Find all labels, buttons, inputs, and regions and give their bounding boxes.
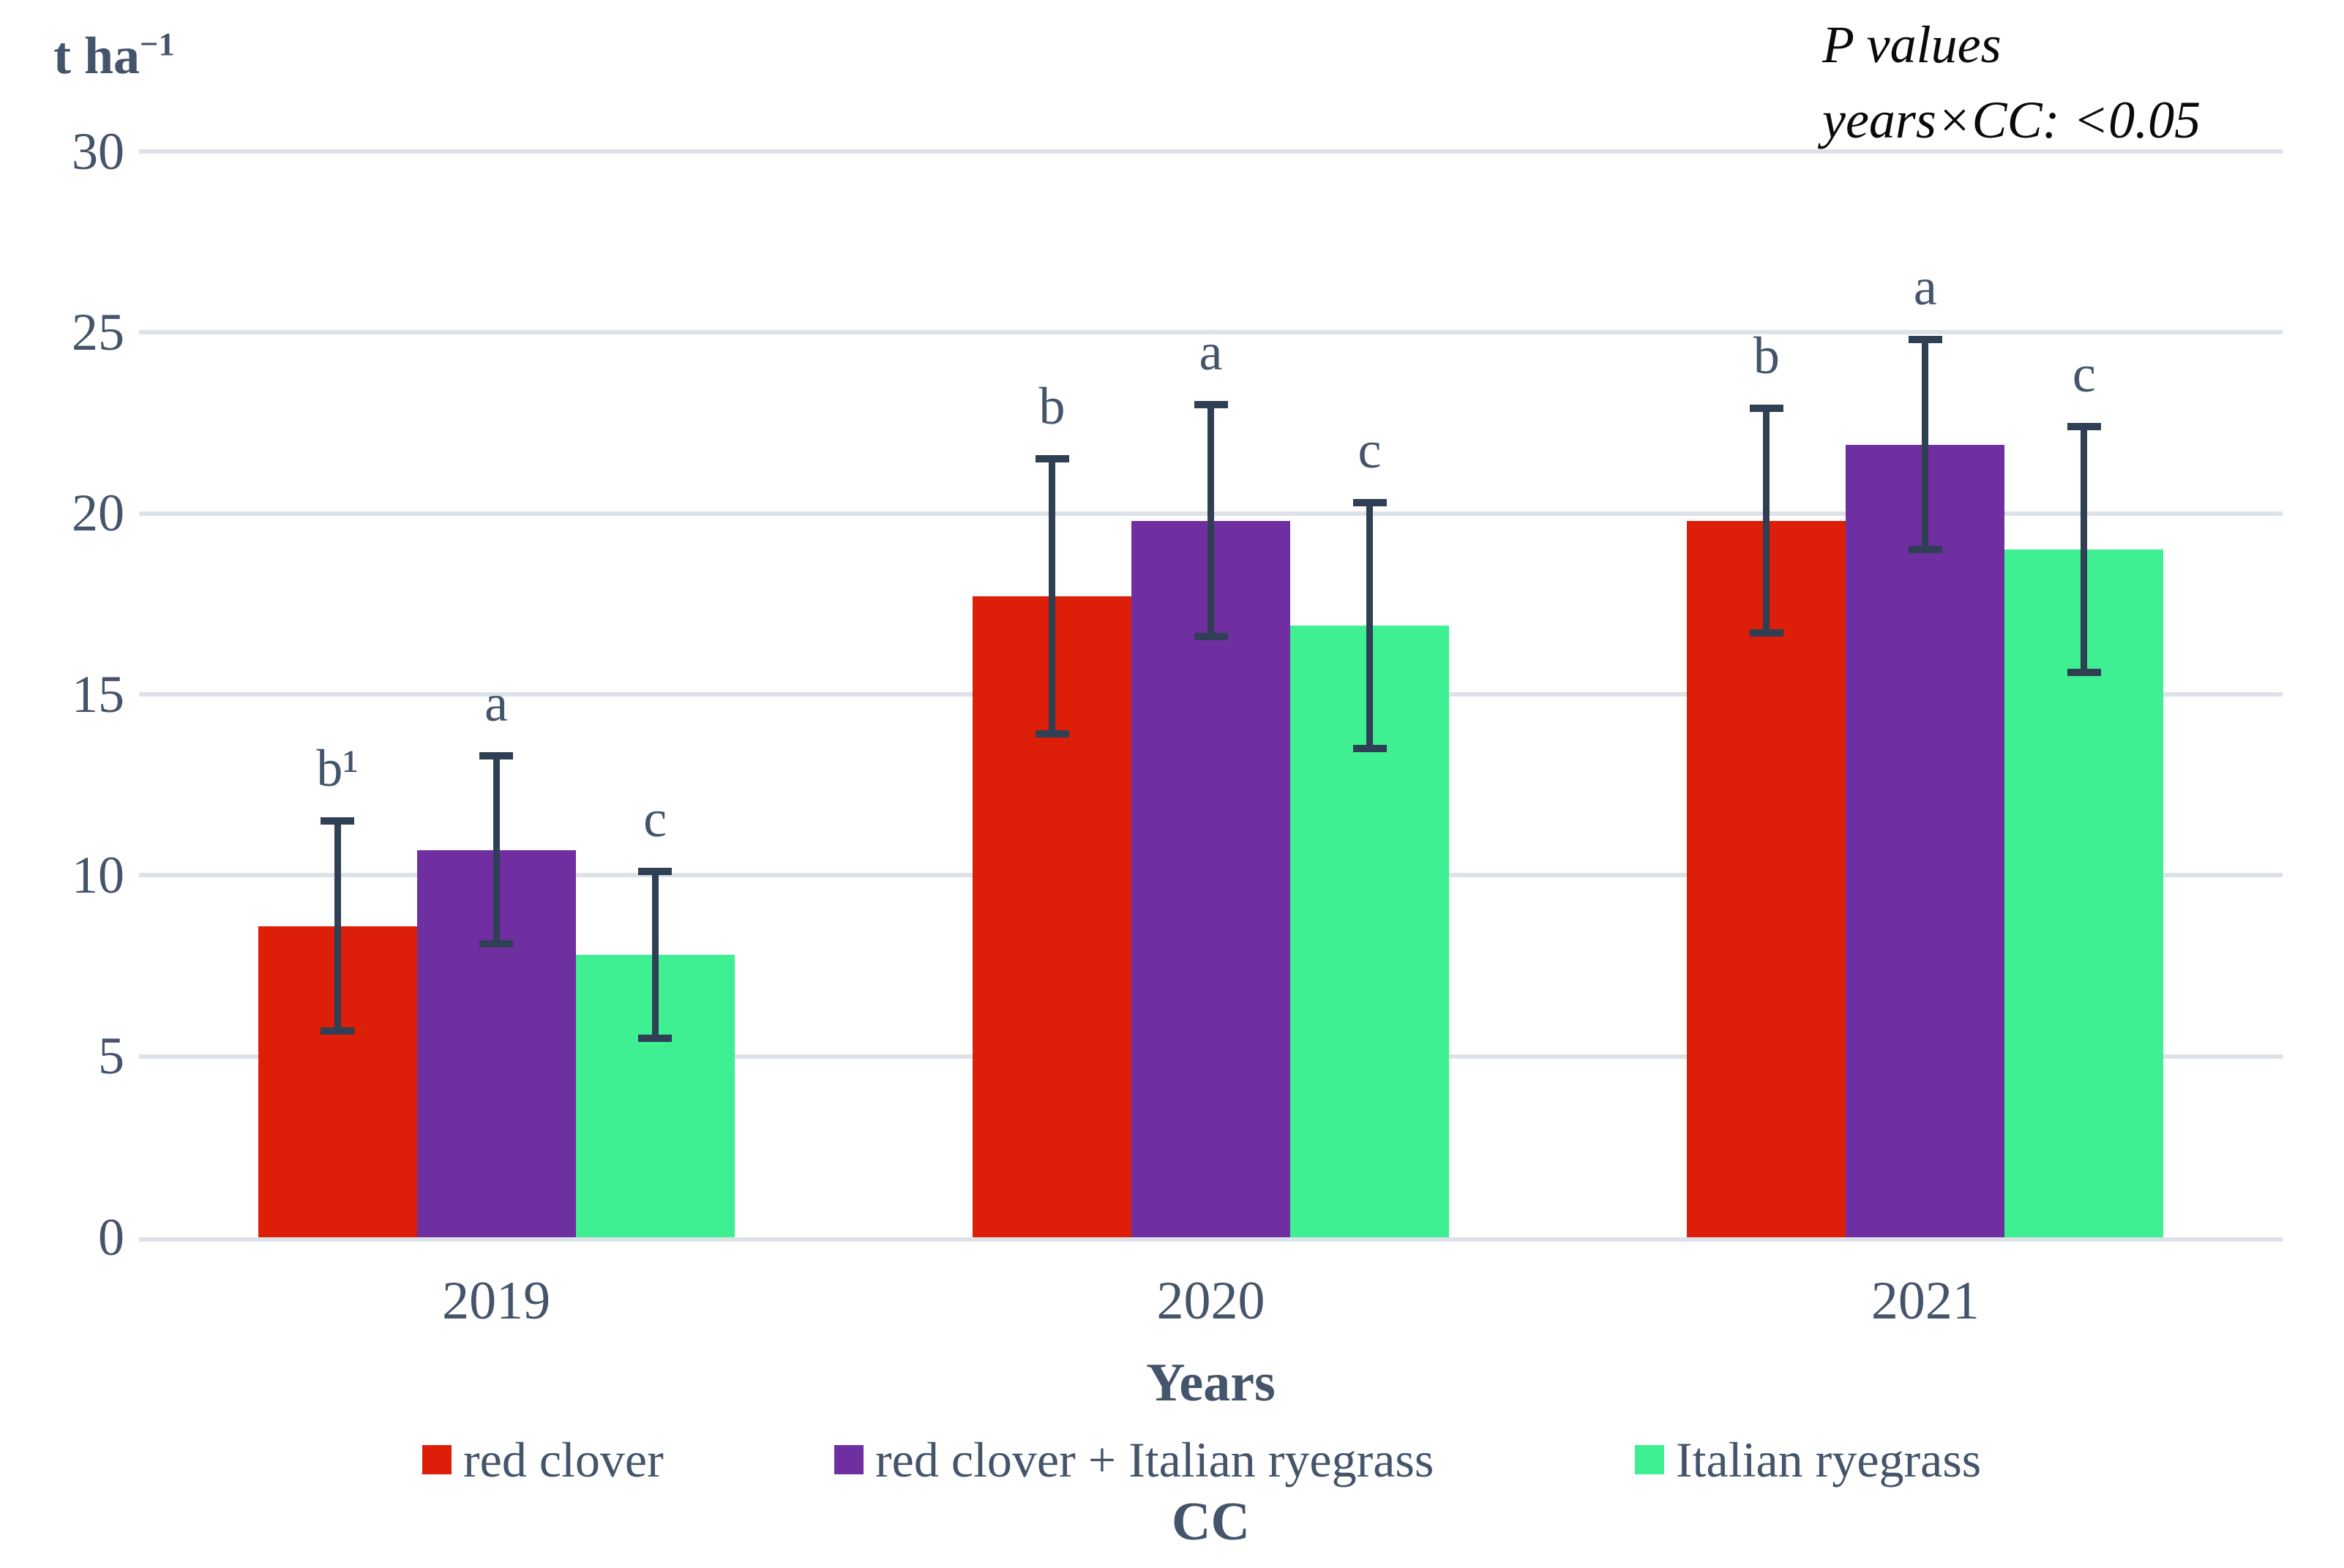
p-values-line1: P values xyxy=(1822,15,2002,74)
error-bar-cap-bottom xyxy=(638,1034,673,1042)
legend-item: red clover + Italian ryegrass xyxy=(834,1432,1434,1488)
error-bar-line xyxy=(1207,405,1214,637)
error-bar-cap-top xyxy=(479,752,514,760)
error-bar-line xyxy=(1922,340,1929,550)
error-bar-cap-bottom xyxy=(1749,629,1783,637)
y-tick-label: 20 xyxy=(72,484,124,543)
error-bar-cap-bottom xyxy=(2067,669,2101,677)
gridline xyxy=(139,149,2283,154)
significance-letter: c xyxy=(2072,344,2096,403)
error-bar-cap-top xyxy=(1908,336,1942,344)
y-axis-unit-label: t ha−1 xyxy=(53,25,175,86)
significance-letter: c xyxy=(643,789,667,849)
x-tick-label: 2020 xyxy=(1156,1271,1265,1331)
y-tick-label: 25 xyxy=(72,302,124,361)
error-bar-line xyxy=(1049,459,1055,735)
y-tick-label: 0 xyxy=(98,1207,124,1267)
error-bar-cap-bottom xyxy=(1908,546,1942,554)
significance-letter: c xyxy=(1358,420,1382,479)
legend-item: red clover xyxy=(422,1432,664,1488)
bar-red-clover-2021 xyxy=(1687,520,1846,1237)
legend-swatch-icon xyxy=(834,1445,864,1474)
legend-swatch-icon xyxy=(1635,1445,1664,1474)
legend-swatch-icon xyxy=(422,1445,452,1474)
significance-letter: b xyxy=(1753,326,1780,386)
error-bar-line xyxy=(493,756,500,945)
y-tick-label: 15 xyxy=(72,664,124,724)
significance-letter: b¹ xyxy=(316,739,359,798)
x-tick-label: 2019 xyxy=(442,1271,551,1331)
x-axis-title: Years xyxy=(1146,1353,1276,1413)
p-values-annotation: P values years×CC: <0.05 xyxy=(1822,7,2201,158)
error-bar-cap-top xyxy=(1352,498,1387,506)
error-bar-cap-top xyxy=(1035,455,1069,463)
error-bar-cap-top xyxy=(1194,401,1228,409)
y-tick-label: 5 xyxy=(98,1027,124,1086)
significance-letter: a xyxy=(1913,258,1937,317)
error-bar-cap-bottom xyxy=(1194,632,1228,640)
error-bar-cap-top xyxy=(321,817,355,825)
error-bar-line xyxy=(2081,426,2088,673)
error-bar-line xyxy=(1763,408,1770,633)
error-bar-cap-bottom xyxy=(321,1027,355,1035)
y-tick-label: 30 xyxy=(72,121,124,181)
y-axis-unit-base: t ha xyxy=(53,26,141,85)
error-bar-cap-top xyxy=(1749,405,1783,413)
legend-item-label: red clover + Italian ryegrass xyxy=(875,1431,1434,1488)
legend-item-label: Italian ryegrass xyxy=(1676,1431,1982,1488)
gridline xyxy=(139,330,2283,335)
error-bar-line xyxy=(334,821,341,1032)
error-bar-cap-bottom xyxy=(1352,745,1387,753)
error-bar-line xyxy=(1366,502,1373,749)
error-bar-line xyxy=(651,871,659,1038)
error-bar-cap-bottom xyxy=(479,940,514,948)
gridline xyxy=(139,1237,2283,1242)
bar-red-clover-plus-italian-ryegrass-2021 xyxy=(1846,444,2005,1237)
significance-letter: a xyxy=(1199,323,1223,382)
legend-item-label: red clover xyxy=(463,1431,664,1488)
y-tick-label: 10 xyxy=(72,845,124,904)
x-tick-label: 2021 xyxy=(1871,1271,1980,1331)
legend-item: Italian ryegrass xyxy=(1635,1432,1981,1488)
error-bar-cap-top xyxy=(2067,422,2101,430)
error-bar-cap-bottom xyxy=(1035,730,1069,738)
legend-title: CC xyxy=(1172,1492,1250,1552)
error-bar-cap-top xyxy=(638,868,673,876)
p-values-line2: years×CC: <0.05 xyxy=(1822,90,2201,149)
significance-letter: b xyxy=(1038,377,1066,436)
significance-letter: a xyxy=(484,674,509,733)
y-axis-unit-exponent: −1 xyxy=(140,26,175,62)
